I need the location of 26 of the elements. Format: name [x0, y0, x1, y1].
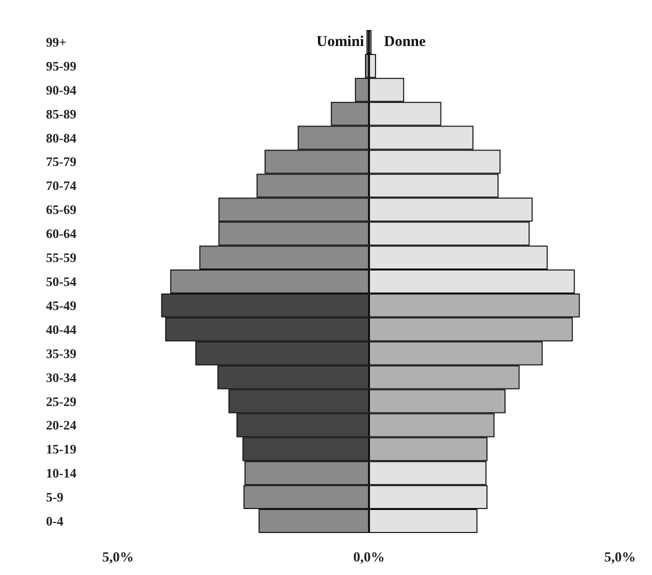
- series-label: Uomini: [316, 34, 364, 50]
- y-tick-label: 35-39: [46, 346, 77, 361]
- y-tick-label: 25-29: [46, 394, 77, 409]
- y-tick-label: 65-69: [46, 202, 77, 218]
- y-tick-label: 99+: [46, 34, 66, 50]
- y-tick-label: 80-84: [46, 130, 77, 146]
- y-tick-label: 30-34: [46, 370, 77, 385]
- x-tick-label: 5,0%: [102, 550, 134, 566]
- y-tick-label: 55-59: [46, 250, 77, 266]
- y-tick-label: 50-54: [46, 274, 77, 289]
- y-tick-label: 85-89: [46, 106, 77, 122]
- y-tick-label: 75-79: [46, 154, 77, 170]
- x-tick-label: 5,0%: [604, 550, 636, 566]
- y-tick-label: 20-24: [46, 418, 77, 433]
- y-tick-label: 95-99: [46, 58, 77, 74]
- y-tick-label: 90-94: [46, 82, 77, 98]
- y-tick-label: 60-64: [46, 226, 77, 242]
- y-tick-label: 40-44: [46, 322, 77, 337]
- y-tick-label: 70-74: [46, 178, 77, 194]
- series-label: Donne: [384, 34, 426, 50]
- y-tick-label: 5-9: [46, 490, 64, 505]
- y-tick-label: 45-49: [46, 298, 77, 313]
- y-tick-label: 10-14: [46, 466, 77, 481]
- y-tick-label: 0-4: [46, 514, 64, 529]
- y-tick-label: 15-19: [46, 442, 77, 457]
- x-tick-label: 0,0%: [353, 550, 385, 566]
